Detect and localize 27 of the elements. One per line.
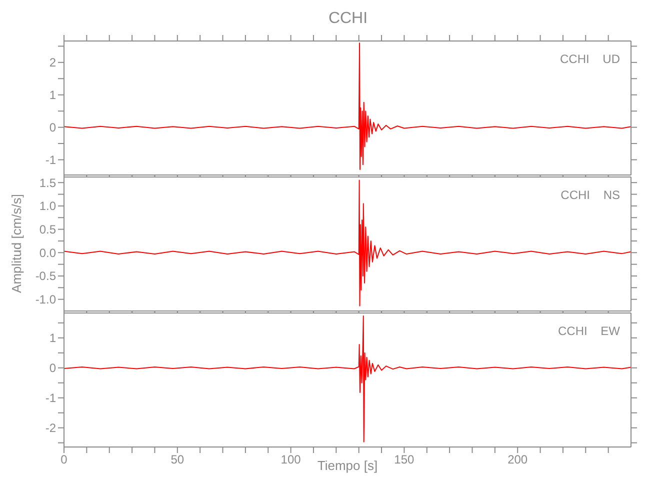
x-tick-label: 150 (394, 452, 415, 467)
annotation: CCHI UD (560, 52, 620, 66)
y-tick-label: 0 (49, 361, 56, 376)
y-axis-title: Amplitud [cm/s/s] (8, 194, 24, 293)
y-tick-label: -0.5 (35, 269, 56, 284)
annotation: CCHI NS (560, 188, 620, 202)
y-tick-label: 0.0 (39, 246, 56, 260)
x-axis-title: Tiempo [s] (317, 458, 378, 474)
y-tick-label: -1.0 (35, 292, 56, 307)
y-tick-label: 2 (49, 56, 56, 70)
y-tick-label: -1 (45, 153, 56, 168)
y-tick-label: 0 (49, 120, 56, 135)
x-tick-label: 50 (170, 452, 184, 467)
x-tick-label: 100 (280, 452, 302, 467)
x-tick-label: 0 (60, 452, 68, 467)
y-tick-label: 1.5 (39, 176, 56, 190)
y-tick-label: 1 (49, 331, 56, 346)
line-series (64, 180, 631, 306)
annotation: CCHI EW (558, 324, 620, 338)
line-series (64, 316, 631, 442)
y-tick-label: -1 (45, 391, 56, 406)
y-tick-label: 1 (49, 88, 56, 102)
x-tick-label: 200 (508, 452, 528, 467)
chart-title: CCHI (327, 10, 369, 28)
y-tick-label: -2 (45, 421, 56, 436)
y-tick-label: 0.5 (39, 222, 56, 237)
y-tick-label: 1.0 (39, 199, 56, 214)
